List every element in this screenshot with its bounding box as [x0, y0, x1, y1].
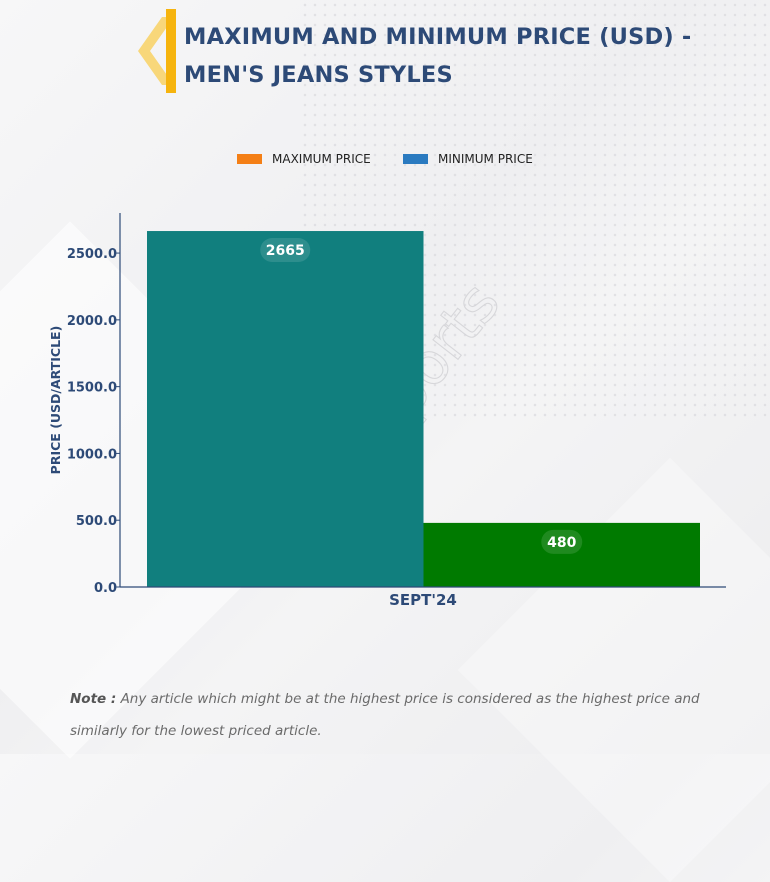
y-tick-label: 1500.0: [67, 381, 117, 396]
y-tick-label: 500.0: [76, 514, 117, 529]
data-label-background: [260, 238, 311, 263]
y-axis-title: PRICE (USD/ARTICLE): [48, 326, 63, 475]
footnote-text: Any article which might be at the highes…: [70, 691, 700, 739]
chart-title-line-2: MEN'S JEANS STYLES: [184, 62, 453, 88]
bar-minimum: [423, 522, 700, 587]
x-tick-label: SEPT'24: [389, 591, 457, 609]
bar-maximum: [147, 231, 424, 587]
data-label: 480: [547, 535, 576, 551]
logo-icon: [138, 9, 176, 93]
chart-title-line-1: MAXIMUM AND MINIMUM PRICE (USD) -: [184, 24, 692, 50]
legend-swatch-minimum: [403, 154, 428, 164]
chart-title: MAXIMUM AND MINIMUM PRICE (USD) - MEN'S …: [184, 18, 704, 94]
data-label-background: [541, 529, 583, 554]
logo-bar: [166, 9, 176, 93]
y-tick-label: 1000.0: [67, 447, 117, 462]
footnote: Note : Any article which might be at the…: [70, 683, 750, 747]
data-label: 2665: [266, 243, 305, 259]
legend-item-maximum: MAXIMUM PRICE: [237, 152, 371, 166]
y-tick-label: 2000.0: [67, 314, 117, 329]
y-tick-label: 0.0: [94, 581, 117, 596]
footnote-label: Note :: [70, 691, 117, 707]
legend: MAXIMUM PRICE MINIMUM PRICE: [0, 152, 770, 170]
legend-label-maximum: MAXIMUM PRICE: [272, 152, 371, 166]
legend-label-minimum: MINIMUM PRICE: [438, 152, 533, 166]
legend-item-minimum: MINIMUM PRICE: [403, 152, 533, 166]
bar-chart: D&J Reports26654800.0500.01000.01500.020…: [48, 213, 726, 609]
legend-swatch-maximum: [237, 154, 262, 164]
y-tick-label: 2500.0: [67, 247, 117, 262]
logo-chevron: [138, 17, 174, 85]
